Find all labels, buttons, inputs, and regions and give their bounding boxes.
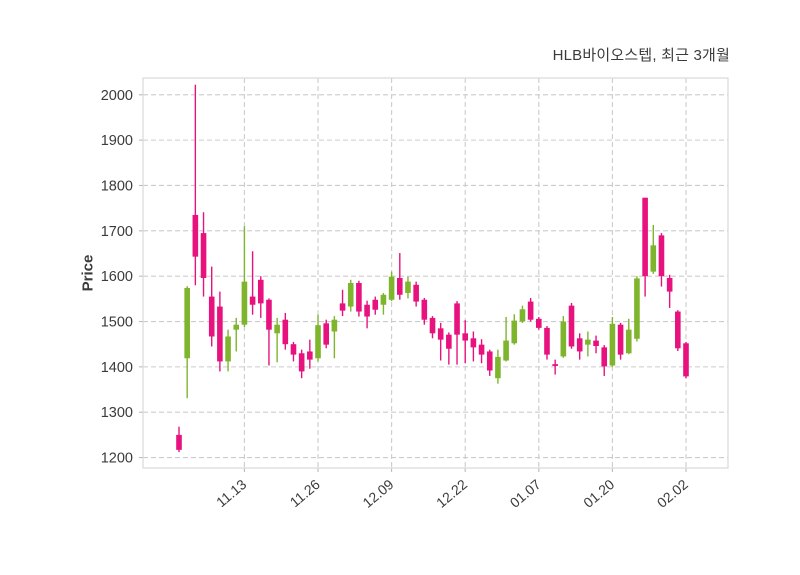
candle-body-down <box>249 296 256 305</box>
candle-body-down <box>429 317 436 334</box>
candle-body-up <box>585 339 591 345</box>
candle-body-up <box>495 356 501 379</box>
candle-body-up <box>650 245 657 272</box>
candle-body-down <box>675 311 681 349</box>
candle-body-down <box>290 344 297 355</box>
candle-body-up <box>519 309 526 322</box>
x-tick-label: 02.02 <box>654 476 691 511</box>
y-tick-label: 1200 <box>101 451 133 467</box>
y-tick-label: 1500 <box>101 315 133 331</box>
candle-body-down <box>356 282 362 312</box>
candle-body-up <box>274 324 280 334</box>
y-tick-label: 1300 <box>101 405 133 421</box>
candle-body-down <box>372 299 379 310</box>
x-tick-label: 01.20 <box>580 476 617 511</box>
y-tick-label: 1700 <box>101 224 133 240</box>
candle-body-up <box>625 329 632 354</box>
y-tick-label: 1900 <box>101 133 133 149</box>
y-tick-label: 1800 <box>101 178 133 194</box>
candle-body-down <box>396 277 403 295</box>
candle-body-up <box>560 321 567 357</box>
y-axis-label: Price <box>79 254 97 292</box>
candle-body-down <box>200 233 207 278</box>
candle-body-down <box>683 343 689 377</box>
candle-body-up <box>503 340 509 361</box>
chart-title: HLB바이오스텝, 최근 3개월 <box>552 47 730 64</box>
candle-body-down <box>217 306 223 362</box>
candle-body-down <box>617 324 624 355</box>
candle-body-up <box>331 319 338 332</box>
plot-panel <box>143 78 728 468</box>
y-tick-label: 1600 <box>101 269 133 285</box>
candle-body-up <box>233 324 240 330</box>
x-tick-label: 11.26 <box>287 476 323 510</box>
candle-body-down <box>364 304 370 317</box>
x-tick-label: 12.09 <box>359 476 396 511</box>
x-tick-label: 11.13 <box>213 476 249 510</box>
candle-body-down <box>666 277 673 292</box>
candle-body-down <box>642 197 648 277</box>
candle-body-up <box>225 336 231 362</box>
candle-body-up <box>380 294 387 305</box>
candle-body-down <box>192 214 199 257</box>
candle-body-up <box>511 320 518 344</box>
candle-body-up <box>347 282 354 307</box>
candle-body-down <box>282 319 289 345</box>
x-tick-label: 01.07 <box>507 476 544 511</box>
candle-body-down <box>176 434 182 450</box>
candle-body-down <box>536 318 542 328</box>
candle-body-down <box>544 327 550 355</box>
y-tick-label: 1400 <box>101 360 133 376</box>
candle-body-down <box>266 299 272 330</box>
x-tick-label: 12.22 <box>433 476 470 511</box>
candle-body-down <box>486 351 493 371</box>
candle-body-down <box>576 338 583 352</box>
candle-body-down <box>470 338 477 348</box>
candle-body-down <box>568 305 575 347</box>
candle-body-down <box>527 301 534 320</box>
candle-body-down <box>339 303 346 311</box>
candle-body-down <box>552 364 558 366</box>
candle-body-down <box>437 328 444 340</box>
candle-body-up <box>388 276 395 300</box>
candle-body-down <box>593 340 599 347</box>
candle-body-down <box>478 344 485 355</box>
candle-body-up <box>405 281 411 293</box>
candle-body-down <box>454 303 460 335</box>
candle-body-up <box>184 287 190 359</box>
plot-panel-border <box>142 77 729 469</box>
candle-body-down <box>298 353 305 372</box>
candle-body-down <box>601 347 608 367</box>
candle-body-up <box>241 281 248 325</box>
candle-body-down <box>413 284 419 302</box>
candle-body-down <box>323 323 329 345</box>
candle-body-down <box>257 279 264 304</box>
candle-body-down <box>658 235 665 277</box>
candle-body-up <box>315 325 321 359</box>
y-tick-label: 2000 <box>101 88 133 104</box>
candle-body-down <box>446 334 452 349</box>
candle-body-down <box>421 299 428 320</box>
candle-body-down <box>208 296 215 337</box>
candle-body-up <box>609 323 616 366</box>
candle-body-down <box>307 351 313 360</box>
candle-body-down <box>462 333 469 341</box>
candle-body-up <box>634 278 640 339</box>
